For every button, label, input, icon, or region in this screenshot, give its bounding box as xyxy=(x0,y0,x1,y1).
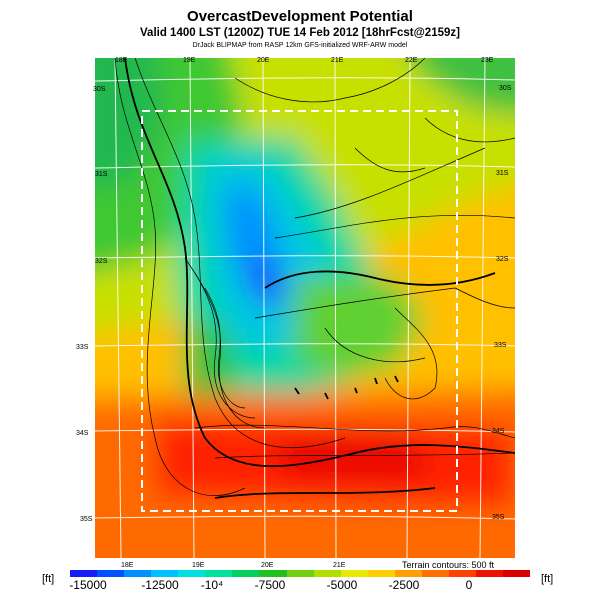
lon-label-top: 18E xyxy=(115,57,128,64)
lon-label-top: 21E xyxy=(331,57,344,64)
colorbar-swatch xyxy=(205,570,233,577)
lat-label-left: 35S xyxy=(80,516,93,523)
lat-label-right: 33S xyxy=(494,342,507,349)
colorbar-swatch xyxy=(70,570,98,577)
overcast-development-map xyxy=(95,58,515,558)
lat-label-right: 32S xyxy=(496,256,509,263)
colorbar-swatch xyxy=(367,570,395,577)
colorbar-tick-label: -5000 xyxy=(326,578,358,592)
colorbar-swatch xyxy=(394,570,422,577)
lat-label-left: 33S xyxy=(76,344,89,351)
colorbar-swatch xyxy=(232,570,260,577)
colorbar-unit-right: [ft] xyxy=(541,573,554,585)
lat-label-right: 30S xyxy=(499,85,512,92)
lat-label-left: 30S xyxy=(93,86,106,93)
colorbar-swatch xyxy=(503,570,531,577)
lat-label-right: 31S xyxy=(496,170,509,177)
lat-label-right: 34S xyxy=(492,428,505,435)
lon-label-bottom: 19E xyxy=(192,562,205,569)
model-credit: DrJack BLIPMAP from RASP 12km GFS-initia… xyxy=(192,42,408,49)
lon-label-top: 19E xyxy=(183,57,196,64)
colorbar-swatch xyxy=(313,570,341,577)
colorbar-swatch xyxy=(151,570,179,577)
lat-label-left: 34S xyxy=(76,430,89,437)
colorbar-tick-label: 0 xyxy=(465,578,473,592)
colorbar-tick-label: -10⁴ xyxy=(200,578,224,592)
colorbar-tick-label: -7500 xyxy=(254,578,286,592)
colorbar-swatch xyxy=(178,570,206,577)
colorbar-tick-label: -12500 xyxy=(141,578,179,592)
colorbar-swatch xyxy=(475,570,503,577)
colorbar-swatch xyxy=(97,570,125,577)
colorbar-swatch xyxy=(124,570,152,577)
lon-label-top: 22E xyxy=(405,57,418,64)
chart-subtitle: Valid 1400 LST (1200Z) TUE 14 Feb 2012 [… xyxy=(140,27,460,39)
colorbar-swatch xyxy=(286,570,314,577)
colorbar-tick-label: -2500 xyxy=(388,578,420,592)
lat-label-left: 32S xyxy=(95,258,108,265)
colorbar-swatch xyxy=(340,570,368,577)
colorbar-swatch xyxy=(448,570,476,577)
lon-label-top: 20E xyxy=(257,57,270,64)
terrain-contour-note: Terrain contours: 500 ft xyxy=(402,560,495,570)
map-field xyxy=(95,58,515,558)
chart-title: OvercastDevelopment Potential xyxy=(187,8,413,25)
colorbar-tick-label: -15000 xyxy=(69,578,107,592)
lon-label-bottom: 18E xyxy=(121,562,134,569)
colorbar-swatch xyxy=(259,570,287,577)
colorbar xyxy=(70,570,531,577)
lon-label-top: 23E xyxy=(481,57,494,64)
colorbar-swatch xyxy=(421,570,449,577)
lon-label-bottom: 21E xyxy=(333,562,346,569)
lat-label-right: 35S xyxy=(492,514,505,521)
colorbar-unit-left: [ft] xyxy=(42,573,55,585)
lat-label-left: 31S xyxy=(95,171,108,178)
lon-label-bottom: 20E xyxy=(261,562,274,569)
